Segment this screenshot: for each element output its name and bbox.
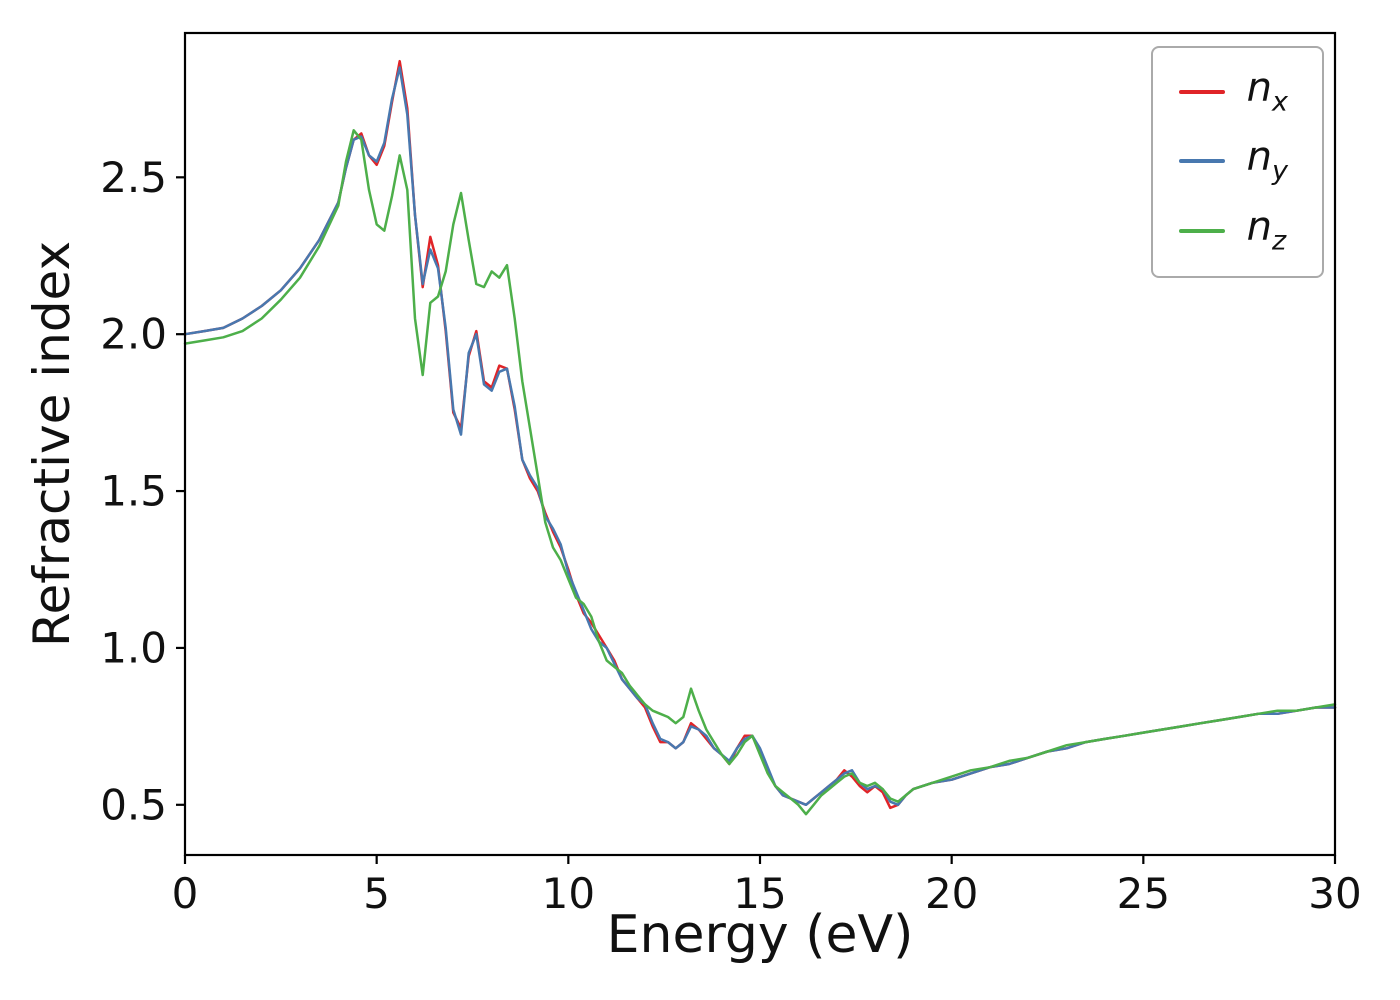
legend-item-nz: nz <box>1178 203 1288 257</box>
y-axis-label: Refractive index <box>23 240 81 648</box>
x-tick-label: 10 <box>542 869 595 918</box>
x-tick-label: 30 <box>1308 869 1361 918</box>
y-tick-label: 1.5 <box>100 467 167 516</box>
legend-item-nx: nx <box>1178 65 1288 118</box>
legend: nx ny nz <box>1150 46 1324 279</box>
y-tick-label: 0.5 <box>100 780 167 829</box>
legend-label-nx: nx <box>1246 65 1288 118</box>
x-tick-label: 20 <box>925 869 978 918</box>
x-tick-label: 25 <box>1117 869 1170 918</box>
legend-line-nx <box>1178 89 1225 94</box>
legend-item-ny: ny <box>1178 134 1288 187</box>
x-axis-label: Energy (eV) <box>606 905 914 965</box>
legend-line-ny <box>1178 159 1225 164</box>
axes-frame <box>183 31 1337 857</box>
legend-line-nz <box>1178 228 1225 233</box>
y-tick-label: 2.0 <box>100 310 167 359</box>
x-tick-label: 15 <box>733 869 786 918</box>
y-tick-label: 2.5 <box>100 153 167 202</box>
x-tick-label: 0 <box>172 869 199 918</box>
series-line-n_z <box>183 129 1337 816</box>
legend-label-nz: nz <box>1246 203 1287 257</box>
y-tick-label: 1.0 <box>100 623 167 672</box>
legend-label-ny: ny <box>1246 134 1288 187</box>
x-tick-label: 5 <box>363 869 390 918</box>
series-line-n_y <box>183 66 1337 807</box>
